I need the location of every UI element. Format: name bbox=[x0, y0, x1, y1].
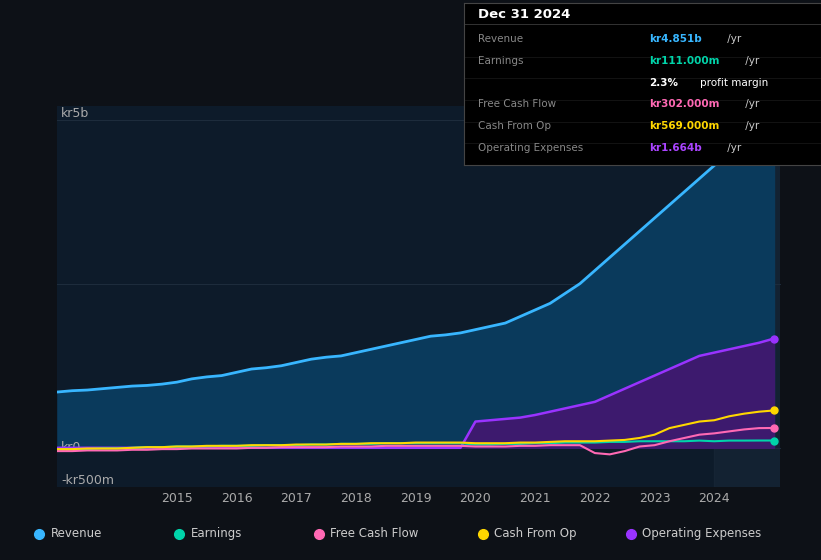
Text: kr569.000m: kr569.000m bbox=[649, 121, 720, 131]
Text: /yr: /yr bbox=[724, 34, 741, 44]
Text: Cash From Op: Cash From Op bbox=[494, 528, 576, 540]
Text: kr4.851b: kr4.851b bbox=[649, 34, 702, 44]
Text: /yr: /yr bbox=[724, 143, 741, 153]
Text: /yr: /yr bbox=[742, 56, 759, 66]
Text: /yr: /yr bbox=[742, 121, 759, 131]
Text: kr5b: kr5b bbox=[61, 106, 89, 119]
Text: Earnings: Earnings bbox=[190, 528, 242, 540]
Text: Earnings: Earnings bbox=[478, 56, 524, 66]
Text: kr1.664b: kr1.664b bbox=[649, 143, 702, 153]
Text: kr302.000m: kr302.000m bbox=[649, 99, 720, 109]
Text: Operating Expenses: Operating Expenses bbox=[642, 528, 761, 540]
Text: kr0: kr0 bbox=[61, 441, 81, 454]
Text: Revenue: Revenue bbox=[478, 34, 523, 44]
Bar bbox=[714, 106, 780, 487]
Text: Revenue: Revenue bbox=[51, 528, 103, 540]
Text: Operating Expenses: Operating Expenses bbox=[478, 143, 584, 153]
Text: kr111.000m: kr111.000m bbox=[649, 56, 720, 66]
Text: /yr: /yr bbox=[742, 99, 759, 109]
Text: Cash From Op: Cash From Op bbox=[478, 121, 551, 131]
Text: Dec 31 2024: Dec 31 2024 bbox=[478, 8, 571, 21]
Text: Free Cash Flow: Free Cash Flow bbox=[478, 99, 557, 109]
Text: -kr500m: -kr500m bbox=[61, 474, 114, 487]
Text: Free Cash Flow: Free Cash Flow bbox=[330, 528, 419, 540]
Text: 2.3%: 2.3% bbox=[649, 78, 679, 87]
Text: profit margin: profit margin bbox=[699, 78, 768, 87]
